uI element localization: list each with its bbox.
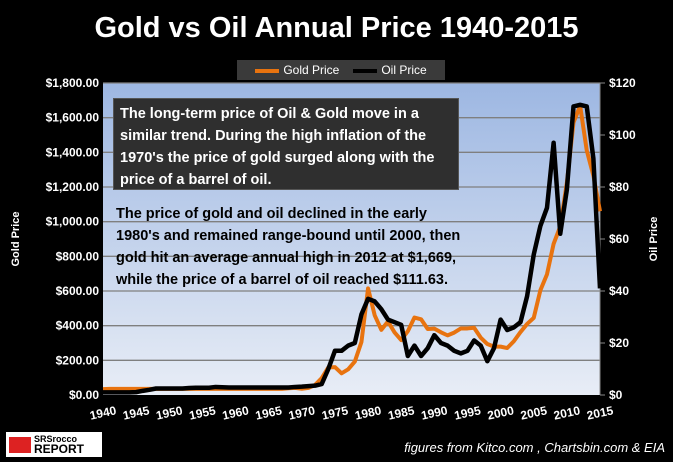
y-axis-label: Gold Price: [10, 211, 22, 266]
annotation-2: The price of gold and oil declined in th…: [116, 206, 461, 288]
x-tick-label: 1945: [122, 403, 151, 422]
y-tick-label: $1,000.00: [46, 215, 100, 229]
annotation-box-1: The long-term price of Oil & Gold move i…: [113, 98, 459, 190]
x-tick-label: 1975: [320, 403, 349, 422]
x-tick-label: 1985: [387, 403, 416, 422]
y2-tick-label: $80: [609, 180, 629, 194]
logo-line2: REPORT: [34, 442, 85, 456]
x-tick-label: 1990: [420, 403, 449, 422]
y-tick-label: $1,200.00: [46, 180, 100, 194]
y-tick-label: $600.00: [56, 284, 100, 298]
y2-tick-label: $40: [609, 284, 629, 298]
srsrocco-logo: SRSrocco REPORT: [6, 432, 102, 457]
logo-line1: SRSrocco: [34, 434, 78, 444]
legend-oil: Oil Price: [353, 63, 427, 77]
logo-mark-icon: [9, 436, 31, 453]
y2-axis-label: Oil Price: [648, 217, 660, 262]
y-tick-label: $1,600.00: [46, 111, 100, 125]
y2-tick-label: $0: [609, 388, 623, 402]
y2-tick-label: $100: [609, 128, 636, 142]
y2-tick-label: $120: [609, 76, 636, 90]
x-tick-label: 1970: [287, 403, 316, 422]
oil-price-line: [103, 102, 603, 395]
source-note: figures from Kitco.com , Chartsbin.com &…: [404, 440, 665, 455]
chart-title: Gold vs Oil Annual Price 1940-2015: [94, 12, 579, 44]
x-tick-label: 2010: [552, 403, 581, 422]
x-tick-label: 1940: [88, 403, 117, 422]
y-tick-label: $400.00: [56, 319, 100, 333]
x-tick-label: 1960: [221, 403, 250, 422]
x-tick-label: 2005: [519, 403, 548, 422]
x-tick-label: 1965: [254, 403, 283, 422]
y-tick-label: $800.00: [56, 249, 100, 263]
legend: Gold Price Oil Price: [237, 60, 445, 80]
x-tick-label: 1980: [354, 403, 383, 422]
legend-gold: Gold Price: [255, 63, 339, 77]
y-tick-label: $200.00: [56, 353, 100, 367]
x-tick-label: 2000: [486, 403, 515, 422]
y-tick-label: $1,800.00: [46, 76, 100, 90]
legend-gold-label: Gold Price: [283, 63, 340, 77]
legend-oil-label: Oil Price: [381, 63, 427, 77]
x-tick-label: 2015: [585, 403, 614, 422]
y2-tick-label: $60: [609, 232, 629, 246]
x-tick-label: 1950: [155, 403, 184, 422]
x-tick-label: 1955: [188, 403, 217, 422]
y-tick-label: $1,400.00: [46, 145, 100, 159]
y2-tick-label: $20: [609, 336, 629, 350]
y-tick-label: $0.00: [69, 388, 99, 402]
x-tick-label: 1995: [453, 403, 482, 422]
